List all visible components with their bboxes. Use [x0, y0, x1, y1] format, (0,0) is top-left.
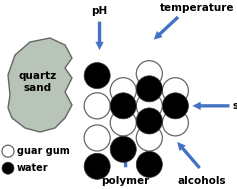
- Circle shape: [110, 93, 136, 119]
- Circle shape: [110, 136, 136, 162]
- Polygon shape: [8, 38, 72, 132]
- Circle shape: [2, 145, 14, 157]
- Circle shape: [136, 108, 162, 134]
- Circle shape: [136, 61, 162, 87]
- Text: alcohols: alcohols: [177, 177, 226, 186]
- Circle shape: [162, 110, 188, 136]
- Circle shape: [110, 78, 136, 104]
- Circle shape: [136, 76, 162, 102]
- Text: quartz
sand: quartz sand: [19, 71, 57, 93]
- Text: polymer: polymer: [101, 177, 150, 186]
- Circle shape: [84, 153, 110, 179]
- Text: salt: salt: [232, 101, 237, 111]
- Circle shape: [136, 93, 162, 119]
- Circle shape: [84, 63, 110, 89]
- Circle shape: [2, 162, 14, 174]
- Circle shape: [84, 125, 110, 151]
- Circle shape: [84, 93, 110, 119]
- Text: temperature: temperature: [160, 3, 234, 12]
- Circle shape: [110, 110, 136, 136]
- Circle shape: [162, 93, 188, 119]
- Circle shape: [136, 151, 162, 177]
- Text: pH: pH: [91, 6, 108, 16]
- Text: water: water: [17, 163, 49, 173]
- Circle shape: [162, 78, 188, 104]
- Text: guar gum: guar gum: [17, 146, 70, 156]
- Circle shape: [136, 125, 162, 151]
